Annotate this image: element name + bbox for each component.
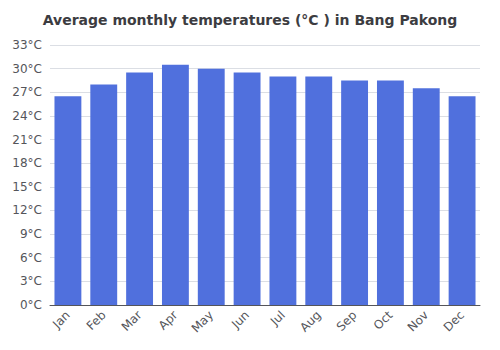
svg-text:6°C: 6°C bbox=[20, 251, 42, 265]
svg-text:Jan: Jan bbox=[49, 308, 73, 332]
svg-text:May: May bbox=[189, 308, 216, 335]
svg-text:30°C: 30°C bbox=[12, 62, 42, 76]
svg-text:Dec: Dec bbox=[441, 308, 467, 334]
svg-text:0°C: 0°C bbox=[20, 298, 42, 312]
svg-text:Oct: Oct bbox=[371, 308, 396, 333]
svg-text:27°C: 27°C bbox=[12, 85, 42, 99]
svg-text:24°C: 24°C bbox=[12, 109, 42, 123]
svg-text:15°C: 15°C bbox=[12, 180, 42, 194]
svg-text:Feb: Feb bbox=[84, 308, 109, 333]
svg-text:Jul: Jul bbox=[267, 308, 288, 329]
svg-text:Sep: Sep bbox=[334, 308, 360, 334]
svg-text:Apr: Apr bbox=[156, 308, 181, 333]
svg-text:3°C: 3°C bbox=[20, 274, 42, 288]
svg-text:Mar: Mar bbox=[119, 308, 145, 334]
svg-text:Aug: Aug bbox=[297, 308, 323, 334]
svg-text:9°C: 9°C bbox=[20, 227, 42, 241]
svg-text:Jun: Jun bbox=[228, 308, 252, 332]
svg-text:12°C: 12°C bbox=[12, 203, 42, 217]
svg-text:Nov: Nov bbox=[405, 308, 431, 334]
svg-text:Average monthly temperatures (: Average monthly temperatures (°C ) in Ba… bbox=[43, 12, 458, 28]
svg-text:18°C: 18°C bbox=[12, 156, 42, 170]
svg-text:33°C: 33°C bbox=[12, 38, 42, 52]
svg-text:21°C: 21°C bbox=[12, 133, 42, 147]
